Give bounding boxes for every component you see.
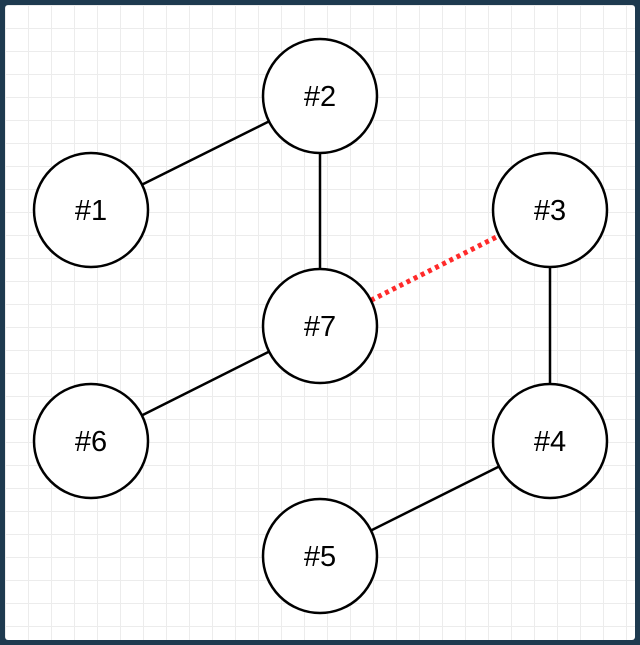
edges-layer bbox=[141, 120, 552, 532]
node-label: #6 bbox=[75, 426, 107, 458]
node-n3[interactable]: #3 bbox=[491, 151, 609, 269]
graph-diagram: #1 #2 #3 #4 #5 #6 #7 bbox=[32, 37, 609, 615]
node-label: #3 bbox=[534, 195, 566, 227]
node-label: #7 bbox=[304, 311, 336, 343]
node-circle bbox=[491, 382, 609, 500]
node-circle bbox=[261, 497, 379, 615]
node-circle bbox=[491, 151, 609, 269]
node-label: #4 bbox=[534, 426, 566, 458]
node-circle bbox=[261, 37, 379, 155]
node-n7[interactable]: #7 bbox=[261, 267, 379, 385]
edge-n4-n5 bbox=[370, 465, 500, 532]
edge-n1-n2 bbox=[141, 120, 270, 186]
edge-n7-n3-highlighted bbox=[369, 233, 501, 303]
node-label: #1 bbox=[75, 195, 107, 227]
node-n5[interactable]: #5 bbox=[261, 497, 379, 615]
node-n2[interactable]: #2 bbox=[261, 37, 379, 155]
node-label: #5 bbox=[304, 541, 336, 573]
node-n1[interactable]: #1 bbox=[32, 151, 150, 269]
nodes-layer: #1 #2 #3 #4 #5 #6 #7 bbox=[32, 37, 609, 615]
node-n6[interactable]: #6 bbox=[32, 382, 150, 500]
node-label: #2 bbox=[304, 81, 336, 113]
edge-n7-n6 bbox=[141, 350, 270, 417]
node-circle bbox=[32, 151, 150, 269]
node-circle bbox=[32, 382, 150, 500]
node-n4[interactable]: #4 bbox=[491, 382, 609, 500]
diagram-canvas: #1 #2 #3 #4 #5 #6 #7 bbox=[5, 5, 635, 640]
node-circle bbox=[261, 267, 379, 385]
